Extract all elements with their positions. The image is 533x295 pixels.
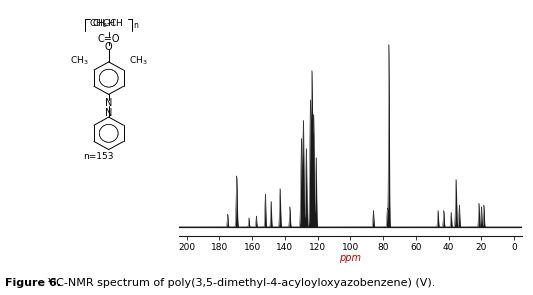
Text: ¹³C-NMR spectrum of poly(3,5-dimethyl-4-acyloyloxyazobenzene) (V).: ¹³C-NMR spectrum of poly(3,5-dimethyl-4-… <box>47 278 435 288</box>
Text: n: n <box>133 21 138 30</box>
Text: N: N <box>105 108 112 118</box>
Text: $\mathregular{CH_2}$-CH: $\mathregular{CH_2}$-CH <box>89 17 124 30</box>
Text: C=O: C=O <box>98 34 120 44</box>
X-axis label: ppm: ppm <box>340 253 361 263</box>
Text: CH$_3$: CH$_3$ <box>130 54 148 67</box>
Text: n=153: n=153 <box>83 153 114 161</box>
Text: O: O <box>105 42 112 52</box>
Text: N: N <box>105 98 112 108</box>
Text: Figure 6.: Figure 6. <box>5 278 65 288</box>
Text: CH$_3$: CH$_3$ <box>70 54 88 67</box>
Text: CH: CH <box>102 19 115 28</box>
Text: CH: CH <box>92 19 105 28</box>
